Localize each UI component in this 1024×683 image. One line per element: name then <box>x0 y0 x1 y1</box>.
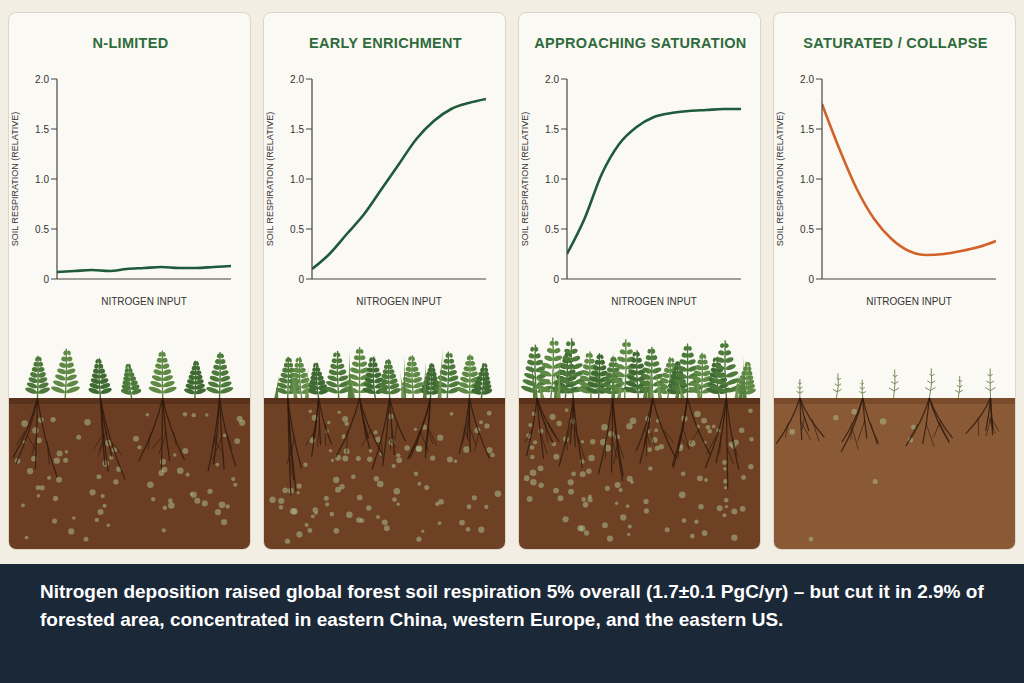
svg-text:0: 0 <box>808 274 814 285</box>
html-text:SATURATED / COLLAPSE: SATURATED / COLLAPSE <box>803 35 988 51</box>
svg-text:SOIL RESPIRATION (RELATIVE): SOIL RESPIRATION (RELATIVE) <box>266 112 275 246</box>
svg-text:0.5: 0.5 <box>800 224 814 235</box>
html-text:Nitrogen deposition raised glo: Nitrogen deposition raised global forest… <box>40 581 984 630</box>
svg-text:0: 0 <box>298 274 304 285</box>
html-text:N-LIMITED: N-LIMITED <box>92 35 169 51</box>
svg-text:NITROGEN INPUT: NITROGEN INPUT <box>611 296 697 307</box>
svg-text:NITROGEN INPUT: NITROGEN INPUT <box>866 296 952 307</box>
svg-text:2.0: 2.0 <box>800 74 814 85</box>
svg-text:2.0: 2.0 <box>290 74 304 85</box>
svg-text:1.5: 1.5 <box>800 124 814 135</box>
svg-text:2.0: 2.0 <box>545 74 559 85</box>
svg-text:1.5: 1.5 <box>290 124 304 135</box>
svg-text:NITROGEN INPUT: NITROGEN INPUT <box>356 296 442 307</box>
svg-text:0: 0 <box>43 274 49 285</box>
svg-text:1.0: 1.0 <box>800 174 814 185</box>
svg-text:0.5: 0.5 <box>545 224 559 235</box>
svg-text:0.5: 0.5 <box>290 224 304 235</box>
svg-text:2.0: 2.0 <box>35 74 49 85</box>
svg-text:SOIL RESPIRATION (RELATIVE): SOIL RESPIRATION (RELATIVE) <box>11 112 20 246</box>
svg-text:1.5: 1.5 <box>545 124 559 135</box>
svg-text:SOIL RESPIRATION (RELATIVE): SOIL RESPIRATION (RELATIVE) <box>521 112 530 246</box>
svg-text:1.0: 1.0 <box>290 174 304 185</box>
svg-text:0: 0 <box>553 274 559 285</box>
svg-text:1.5: 1.5 <box>35 124 49 135</box>
html-text:APPROACHING SATURATION: APPROACHING SATURATION <box>534 35 747 51</box>
svg-text:0.5: 0.5 <box>35 224 49 235</box>
svg-text:NITROGEN INPUT: NITROGEN INPUT <box>101 296 187 307</box>
html-text:EARLY ENRICHMENT: EARLY ENRICHMENT <box>309 35 462 51</box>
svg-text:SOIL RESPIRATION (RELATIVE): SOIL RESPIRATION (RELATIVE) <box>776 112 785 246</box>
svg-text:1.0: 1.0 <box>545 174 559 185</box>
svg-text:1.0: 1.0 <box>35 174 49 185</box>
